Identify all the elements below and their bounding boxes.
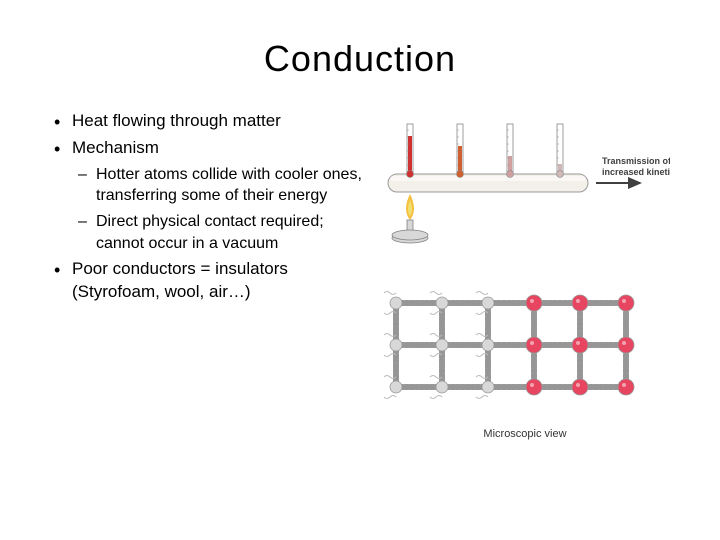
sub-bullet-item: Direct physical contact required; cannot… (72, 211, 370, 254)
svg-text:increased kinetic energy: increased kinetic energy (602, 167, 670, 177)
bullet-list: Heat flowing through matter Mechanism Ho… (50, 110, 370, 304)
lattice-diagram-svg (370, 281, 670, 421)
bullet-item: Poor conductors = insulators (Styrofoam,… (50, 258, 370, 304)
figure-caption: Microscopic view (370, 428, 680, 440)
sub-bullet-item: Hotter atoms collide with cooler ones, t… (72, 164, 370, 207)
rod-diagram-svg: Transmission ofincreased kinetic energy (370, 114, 670, 264)
content-row: Heat flowing through matter Mechanism Ho… (40, 110, 680, 440)
slide-title: Conduction (40, 38, 680, 80)
bullet-text: Mechanism (72, 138, 159, 157)
svg-text:Transmission of: Transmission of (602, 156, 670, 166)
sub-bullet-list: Hotter atoms collide with cooler ones, t… (72, 164, 370, 254)
slide: Conduction Heat flowing through matter M… (0, 0, 720, 540)
figure-rod-thermometers: Transmission ofincreased kinetic energy (370, 114, 680, 269)
figure-column: Transmission ofincreased kinetic energy … (370, 110, 680, 440)
bullet-item: Heat flowing through matter (50, 110, 370, 133)
figure-lattice: Microscopic view (370, 281, 680, 440)
bullet-item: Mechanism Hotter atoms collide with cool… (50, 137, 370, 254)
text-column: Heat flowing through matter Mechanism Ho… (40, 110, 370, 440)
